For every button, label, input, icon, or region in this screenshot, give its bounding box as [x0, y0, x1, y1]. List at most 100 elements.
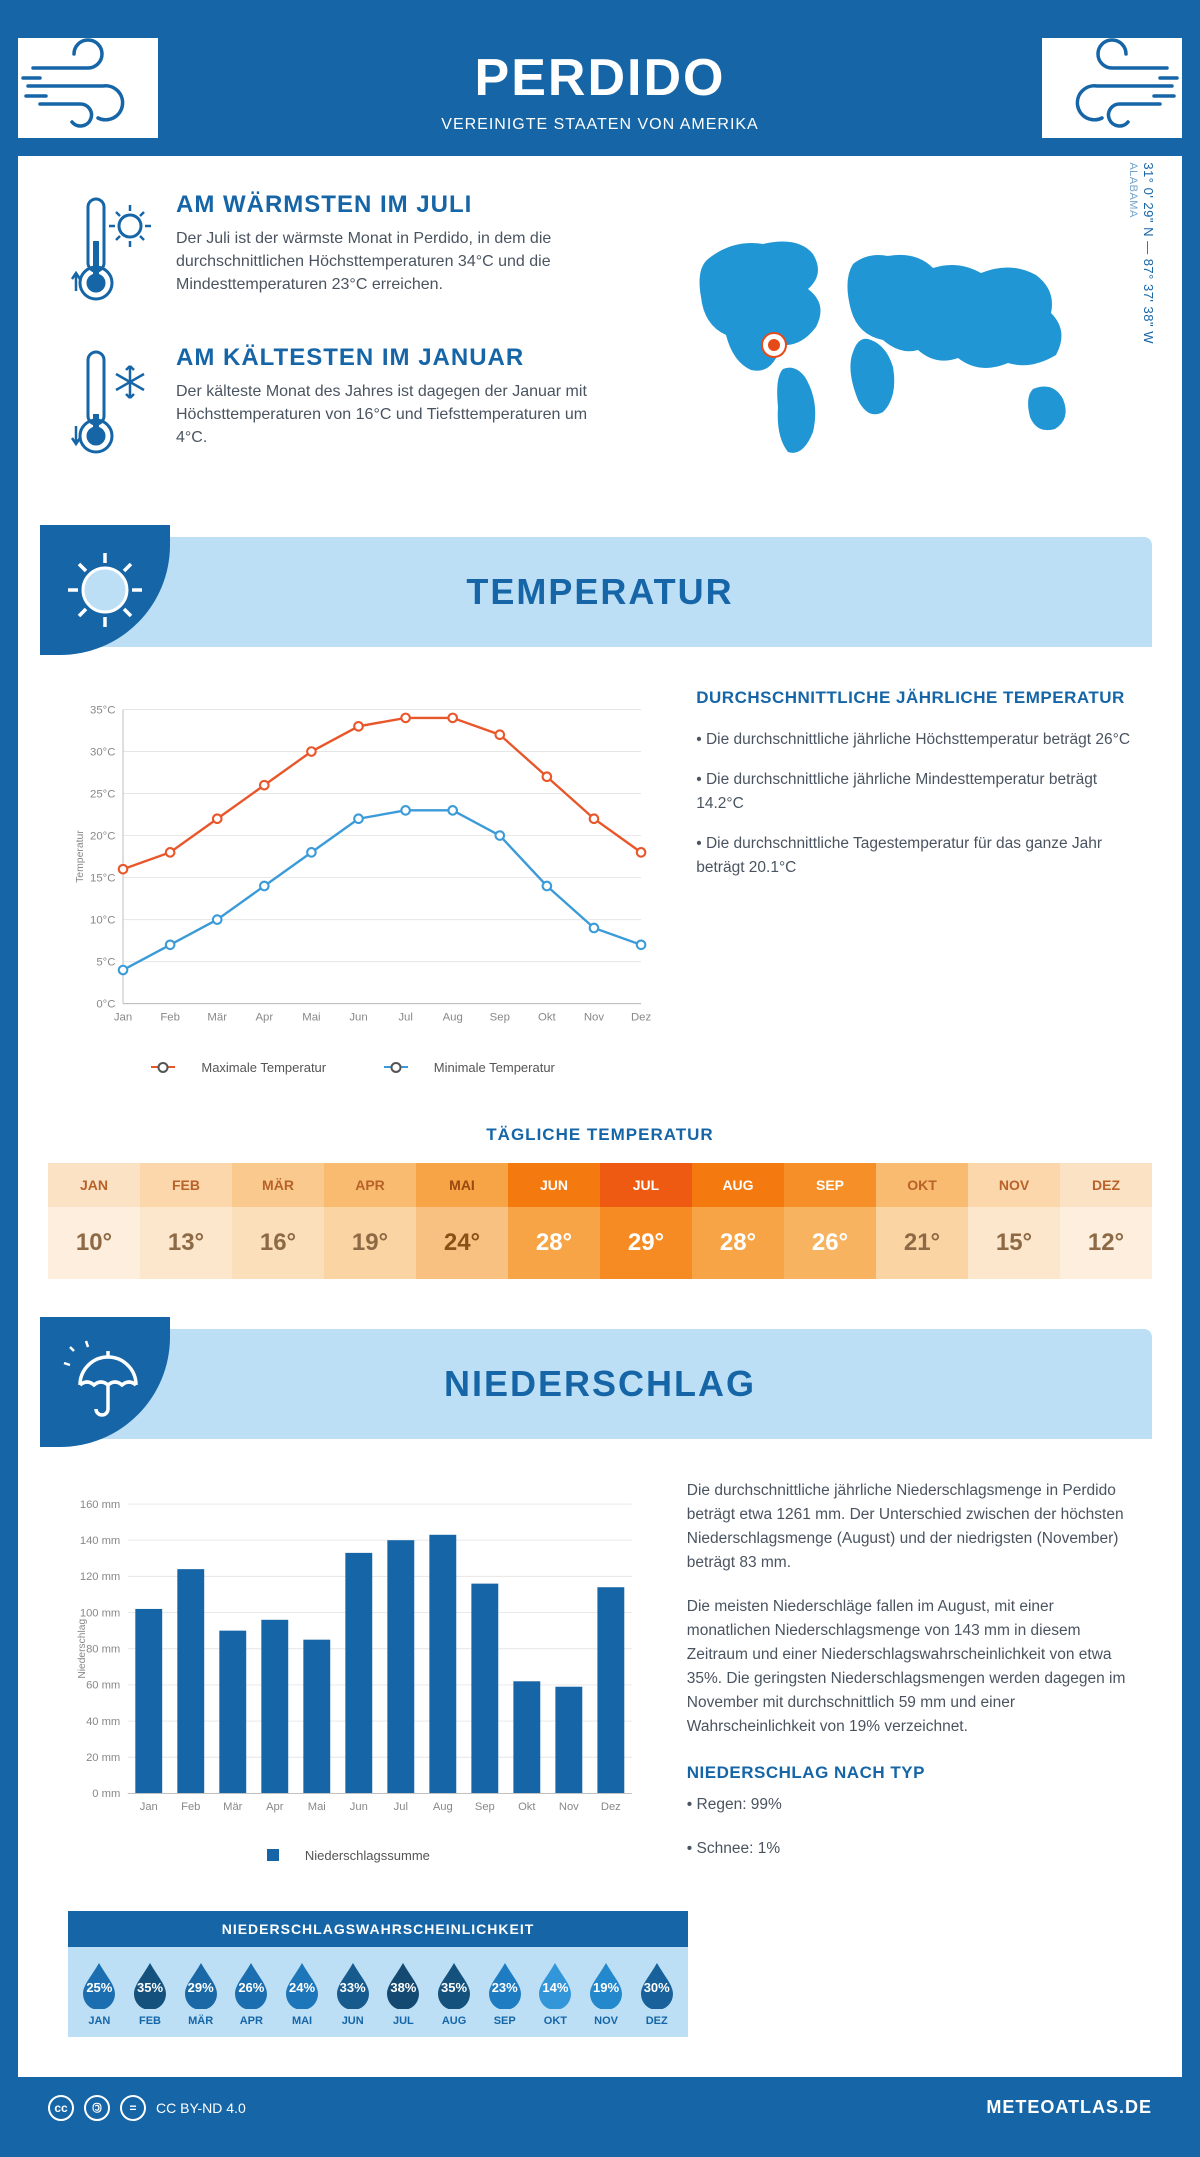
daily-temp-cell: SEP 26°	[784, 1163, 876, 1279]
svg-text:Dez: Dez	[631, 1012, 652, 1024]
precipitation-probability: NIEDERSCHLAGSWAHRSCHEINLICHKEIT 25% JAN …	[68, 1911, 688, 2037]
umbrella-icon	[40, 1317, 170, 1447]
svg-text:160 mm: 160 mm	[80, 1498, 120, 1510]
page-subtitle: VEREINIGTE STAATEN VON AMERIKA	[18, 116, 1182, 134]
nd-icon: =	[120, 2095, 146, 2121]
coldest-text: Der kälteste Monat des Jahres ist dagege…	[176, 380, 604, 450]
svg-text:Temperatur: Temperatur	[75, 830, 86, 883]
svg-text:80 mm: 80 mm	[86, 1643, 120, 1655]
daily-temp-cell: AUG 28°	[692, 1163, 784, 1279]
svg-text:Aug: Aug	[443, 1012, 463, 1024]
coordinates: 31° 0' 29" N — 87° 37' 38" W ALABAMA	[1128, 162, 1157, 344]
raindrop-icon: 25%	[79, 1961, 119, 2009]
svg-text:Sep: Sep	[475, 1801, 495, 1813]
precipitation-bar-chart: 0 mm20 mm40 mm60 mm80 mm100 mm120 mm140 …	[68, 1479, 647, 1881]
raindrop-icon: 35%	[130, 1961, 170, 2009]
by-icon: 🄯	[84, 2095, 110, 2121]
svg-text:Okt: Okt	[538, 1012, 557, 1024]
intro-section: AM WÄRMSTEN IM JULI Der Juli ist der wär…	[18, 156, 1182, 527]
probability-cell: 14% OKT	[530, 1961, 581, 2027]
svg-text:35°C: 35°C	[90, 704, 115, 716]
svg-text:Sep: Sep	[490, 1012, 510, 1024]
probability-cell: 26% APR	[226, 1961, 277, 2027]
svg-text:Mai: Mai	[308, 1801, 326, 1813]
svg-text:Jun: Jun	[349, 1012, 367, 1024]
svg-text:Feb: Feb	[160, 1012, 180, 1024]
probability-cell: 24% MAI	[277, 1961, 328, 2027]
svg-text:15°C: 15°C	[90, 872, 115, 884]
svg-text:Jan: Jan	[114, 1012, 132, 1024]
precipitation-info: Die durchschnittliche jährliche Niedersc…	[687, 1479, 1132, 1881]
raindrop-icon: 24%	[282, 1961, 322, 2009]
daily-temp-cell: JUN 28°	[508, 1163, 600, 1279]
probability-cell: 35% FEB	[125, 1961, 176, 2027]
probability-cell: 38% JUL	[378, 1961, 429, 2027]
svg-text:Niederschlag: Niederschlag	[77, 1618, 88, 1678]
thermometer-snow-icon	[68, 344, 158, 469]
probability-cell: 25% JAN	[74, 1961, 125, 2027]
svg-text:20 mm: 20 mm	[86, 1751, 120, 1763]
svg-text:0 mm: 0 mm	[92, 1788, 120, 1800]
daily-temp-cell: NOV 15°	[968, 1163, 1060, 1279]
raindrop-icon: 14%	[535, 1961, 575, 2009]
svg-text:40 mm: 40 mm	[86, 1715, 120, 1727]
coldest-block: AM KÄLTESTEN IM JANUAR Der kälteste Mona…	[68, 344, 604, 469]
svg-text:Jul: Jul	[398, 1012, 413, 1024]
raindrop-icon: 30%	[637, 1961, 677, 2009]
probability-cell: 23% SEP	[479, 1961, 530, 2027]
sun-icon	[40, 525, 170, 655]
warmest-text: Der Juli ist der wärmste Monat in Perdid…	[176, 227, 604, 297]
temperature-banner: TEMPERATUR	[48, 537, 1152, 647]
precipitation-legend: Niederschlagssumme	[68, 1848, 647, 1865]
site-name: METEOATLAS.DE	[986, 2097, 1152, 2118]
precipitation-heading: NIEDERSCHLAG	[444, 1363, 756, 1405]
svg-text:Nov: Nov	[559, 1801, 579, 1813]
daily-temp-table: JAN 10° FEB 13° MÄR 16° APR 19° MAI 24° …	[48, 1163, 1152, 1279]
wind-icon	[18, 38, 158, 138]
svg-text:Mär: Mär	[207, 1012, 227, 1024]
daily-temp-cell: JAN 10°	[48, 1163, 140, 1279]
raindrop-icon: 33%	[333, 1961, 373, 2009]
daily-temp-cell: JUL 29°	[600, 1163, 692, 1279]
daily-temp-cell: OKT 21°	[876, 1163, 968, 1279]
probability-cell: 33% JUN	[327, 1961, 378, 2027]
coldest-heading: AM KÄLTESTEN IM JANUAR	[176, 344, 604, 372]
svg-text:0°C: 0°C	[96, 998, 115, 1010]
raindrop-icon: 19%	[586, 1961, 626, 2009]
svg-text:Jul: Jul	[394, 1801, 408, 1813]
svg-text:20°C: 20°C	[90, 830, 115, 842]
daily-temp-heading: TÄGLICHE TEMPERATUR	[18, 1125, 1182, 1145]
svg-text:140 mm: 140 mm	[80, 1534, 120, 1546]
page-title: PERDIDO	[18, 48, 1182, 108]
wind-icon	[1042, 38, 1182, 138]
svg-text:Dez: Dez	[601, 1801, 621, 1813]
raindrop-icon: 38%	[383, 1961, 423, 2009]
svg-text:30°C: 30°C	[90, 746, 115, 758]
daily-temp-cell: MÄR 16°	[232, 1163, 324, 1279]
svg-text:Apr: Apr	[255, 1012, 273, 1024]
raindrop-icon: 35%	[434, 1961, 474, 2009]
daily-temp-cell: FEB 13°	[140, 1163, 232, 1279]
svg-text:Nov: Nov	[584, 1012, 605, 1024]
svg-text:Jun: Jun	[350, 1801, 368, 1813]
thermometer-sun-icon	[68, 191, 158, 316]
temperature-legend: Maximale Temperatur Minimale Temperatur	[68, 1056, 656, 1075]
daily-temp-cell: APR 19°	[324, 1163, 416, 1279]
svg-text:Mär: Mär	[223, 1801, 243, 1813]
svg-text:Jan: Jan	[140, 1801, 158, 1813]
svg-text:60 mm: 60 mm	[86, 1679, 120, 1691]
svg-text:Aug: Aug	[433, 1801, 453, 1813]
daily-temp-cell: MAI 24°	[416, 1163, 508, 1279]
svg-text:25°C: 25°C	[90, 788, 115, 800]
raindrop-icon: 29%	[181, 1961, 221, 2009]
svg-text:Mai: Mai	[302, 1012, 320, 1024]
svg-text:Apr: Apr	[266, 1801, 284, 1813]
probability-cell: 19% NOV	[581, 1961, 632, 2027]
raindrop-icon: 26%	[231, 1961, 271, 2009]
world-map	[668, 214, 1108, 474]
probability-cell: 29% MÄR	[175, 1961, 226, 2027]
svg-text:5°C: 5°C	[96, 956, 115, 968]
warmest-block: AM WÄRMSTEN IM JULI Der Juli ist der wär…	[68, 191, 604, 316]
svg-text:120 mm: 120 mm	[80, 1571, 120, 1583]
temperature-heading: TEMPERATUR	[466, 571, 733, 613]
